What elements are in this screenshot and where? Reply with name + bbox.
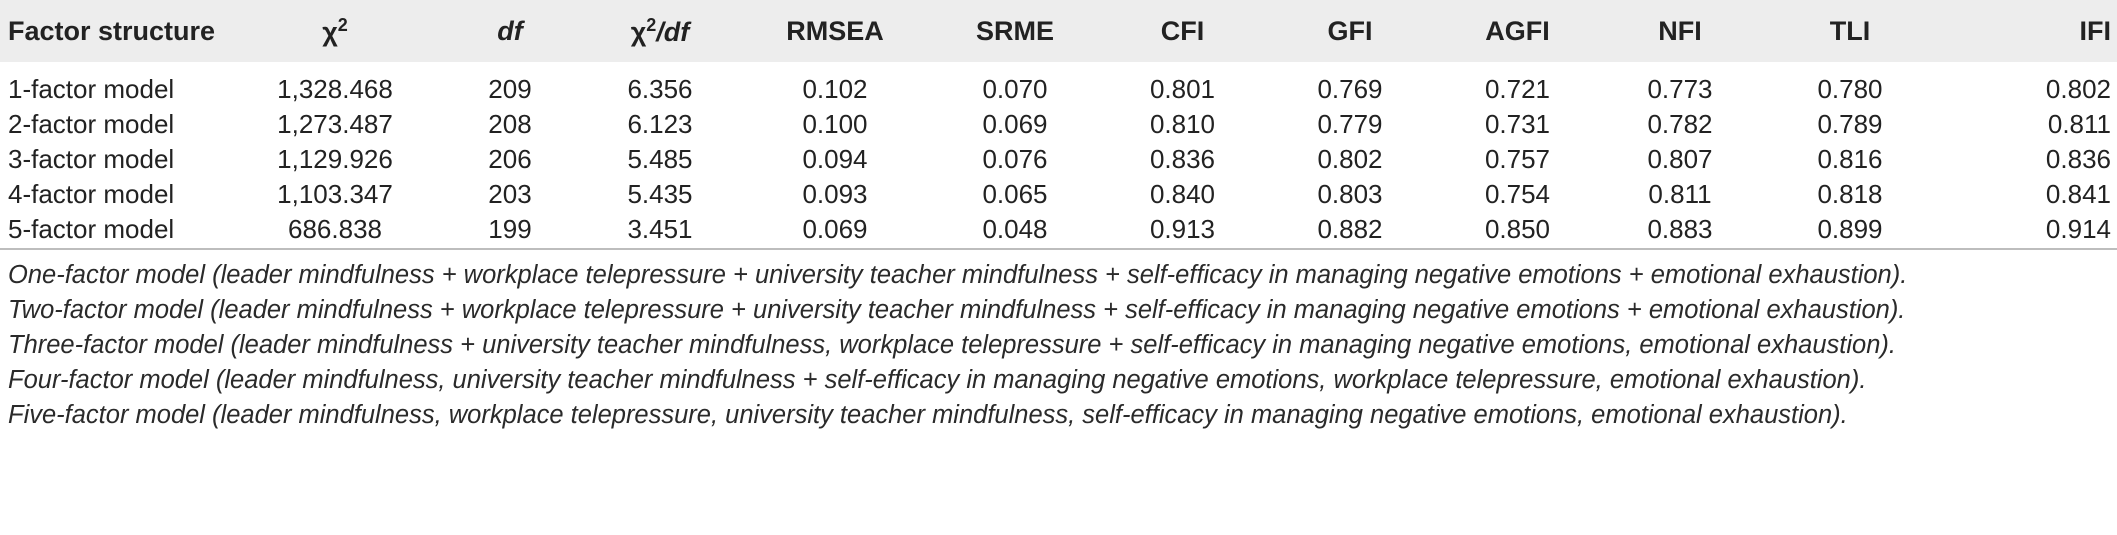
cell-df: 206 xyxy=(488,144,532,174)
cell-cfi: 0.810 xyxy=(1149,109,1216,139)
cell-cfi: 0.836 xyxy=(1149,144,1216,174)
header-tli: TLI xyxy=(1829,15,1871,46)
cell-tli: 0.780 xyxy=(1817,74,1883,104)
cell-chi-square-over-df: 6.356 xyxy=(627,74,693,104)
cell-srme: 0.048 xyxy=(982,214,1048,244)
cell-gfi: 0.769 xyxy=(1317,74,1383,104)
cell-nfi: 0.807 xyxy=(1647,144,1713,174)
cell-rmsea: 0.093 xyxy=(802,179,868,209)
cell-chi-square: 1,273.487 xyxy=(277,109,393,139)
cell-tli: 0.816 xyxy=(1817,144,1883,174)
footnote-line: Three-factor model (leader mindfulness +… xyxy=(8,331,1896,359)
cell-ifi: 0.914 xyxy=(2045,214,2111,244)
cell-factor-structure: 4-factor model xyxy=(8,179,175,209)
cell-rmsea: 0.100 xyxy=(802,109,868,139)
cell-df: 203 xyxy=(488,179,532,209)
cell-ifi: 0.836 xyxy=(2045,144,2111,174)
table-row: 1-factor model 1,328.468 209 6.356 0.102… xyxy=(0,62,2117,107)
cell-chi-square: 686.838 xyxy=(288,214,382,244)
cell-rmsea: 0.094 xyxy=(802,144,868,174)
cell-srme: 0.069 xyxy=(982,109,1048,139)
cell-df: 208 xyxy=(488,109,532,139)
header-cfi: CFI xyxy=(1160,15,1205,46)
cell-gfi: 0.802 xyxy=(1317,144,1383,174)
cell-chi-square: 1,103.347 xyxy=(277,179,393,209)
table-row: 4-factor model 1,103.347 203 5.435 0.093… xyxy=(0,177,2117,212)
footnote-line: Four-factor model (leader mindfulness, u… xyxy=(8,366,1867,394)
cell-ifi: 0.841 xyxy=(2045,179,2111,209)
cell-gfi: 0.882 xyxy=(1317,214,1383,244)
cell-gfi: 0.779 xyxy=(1317,109,1383,139)
cell-tli: 0.789 xyxy=(1817,109,1883,139)
header-ifi: IFI xyxy=(2079,15,2112,46)
cell-factor-structure: 5-factor model xyxy=(8,214,175,244)
header-chi-square: χ2 xyxy=(322,14,348,47)
cell-srme: 0.070 xyxy=(982,74,1048,104)
cell-nfi: 0.811 xyxy=(1648,179,1712,209)
cell-factor-structure: 3-factor model xyxy=(8,144,175,174)
cell-chi-square-over-df: 6.123 xyxy=(627,109,693,139)
cell-srme: 0.076 xyxy=(982,144,1048,174)
cell-rmsea: 0.102 xyxy=(802,74,868,104)
cell-factor-structure: 1-factor model xyxy=(8,74,175,104)
model-fit-table: Factor structure χ2 df χ2/df RMSEA SRME … xyxy=(0,0,2117,257)
cell-nfi: 0.782 xyxy=(1647,109,1713,139)
cell-rmsea: 0.069 xyxy=(802,214,868,244)
table-bottom-rule xyxy=(0,248,2117,250)
header-agfi: AGFI xyxy=(1485,15,1550,46)
table-row: 3-factor model 1,129.926 206 5.485 0.094… xyxy=(0,142,2117,177)
cell-agfi: 0.754 xyxy=(1484,179,1551,209)
cell-tli: 0.899 xyxy=(1817,214,1883,244)
footnote-line: One-factor model (leader mindfulness + w… xyxy=(8,261,1908,289)
footnote-line: Two-factor model (leader mindfulness + w… xyxy=(8,296,1906,324)
table-header-row: Factor structure χ2 df χ2/df RMSEA SRME … xyxy=(0,0,2117,62)
cell-agfi: 0.757 xyxy=(1484,144,1551,174)
table-row: 2-factor model 1,273.487 208 6.123 0.100… xyxy=(0,107,2117,142)
cell-cfi: 0.801 xyxy=(1149,74,1216,104)
cell-chi-square-over-df: 5.485 xyxy=(627,144,693,174)
cell-df: 209 xyxy=(488,74,532,104)
cell-agfi: 0.721 xyxy=(1484,74,1551,104)
header-gfi: GFI xyxy=(1327,15,1373,46)
cell-gfi: 0.803 xyxy=(1317,179,1383,209)
cell-chi-square: 1,129.926 xyxy=(277,144,393,174)
cell-factor-structure: 2-factor model xyxy=(8,109,175,139)
cell-df: 199 xyxy=(488,214,532,244)
cell-chi-square-over-df: 5.435 xyxy=(627,179,693,209)
cell-nfi: 0.883 xyxy=(1647,214,1713,244)
header-rmsea: RMSEA xyxy=(786,15,884,46)
cell-cfi: 0.840 xyxy=(1149,179,1216,209)
cell-srme: 0.065 xyxy=(982,179,1048,209)
cell-agfi: 0.731 xyxy=(1484,109,1551,139)
cell-cfi: 0.913 xyxy=(1149,214,1216,244)
table-row: 5-factor model 686.838 199 3.451 0.069 0… xyxy=(0,212,2117,257)
cell-ifi: 0.802 xyxy=(2045,74,2111,104)
footnote-line: Five-factor model (leader mindfulness, w… xyxy=(8,401,1848,429)
model-fit-table-container: Factor structure χ2 df χ2/df RMSEA SRME … xyxy=(0,0,2117,257)
cell-nfi: 0.773 xyxy=(1647,74,1713,104)
header-nfi: NFI xyxy=(1658,15,1702,46)
header-factor-structure: Factor structure xyxy=(8,15,216,46)
cell-tli: 0.818 xyxy=(1817,179,1883,209)
header-srme: SRME xyxy=(975,15,1054,46)
header-chi-square-over-df: χ2/df xyxy=(630,14,690,47)
cell-chi-square: 1,328.468 xyxy=(277,74,393,104)
header-df: df xyxy=(497,15,523,46)
cell-chi-square-over-df: 3.451 xyxy=(627,214,693,244)
cell-ifi: 0.811 xyxy=(2047,109,2111,139)
cell-agfi: 0.850 xyxy=(1484,214,1551,244)
table-footnotes: One-factor model (leader mindfulness + w… xyxy=(8,258,2108,433)
